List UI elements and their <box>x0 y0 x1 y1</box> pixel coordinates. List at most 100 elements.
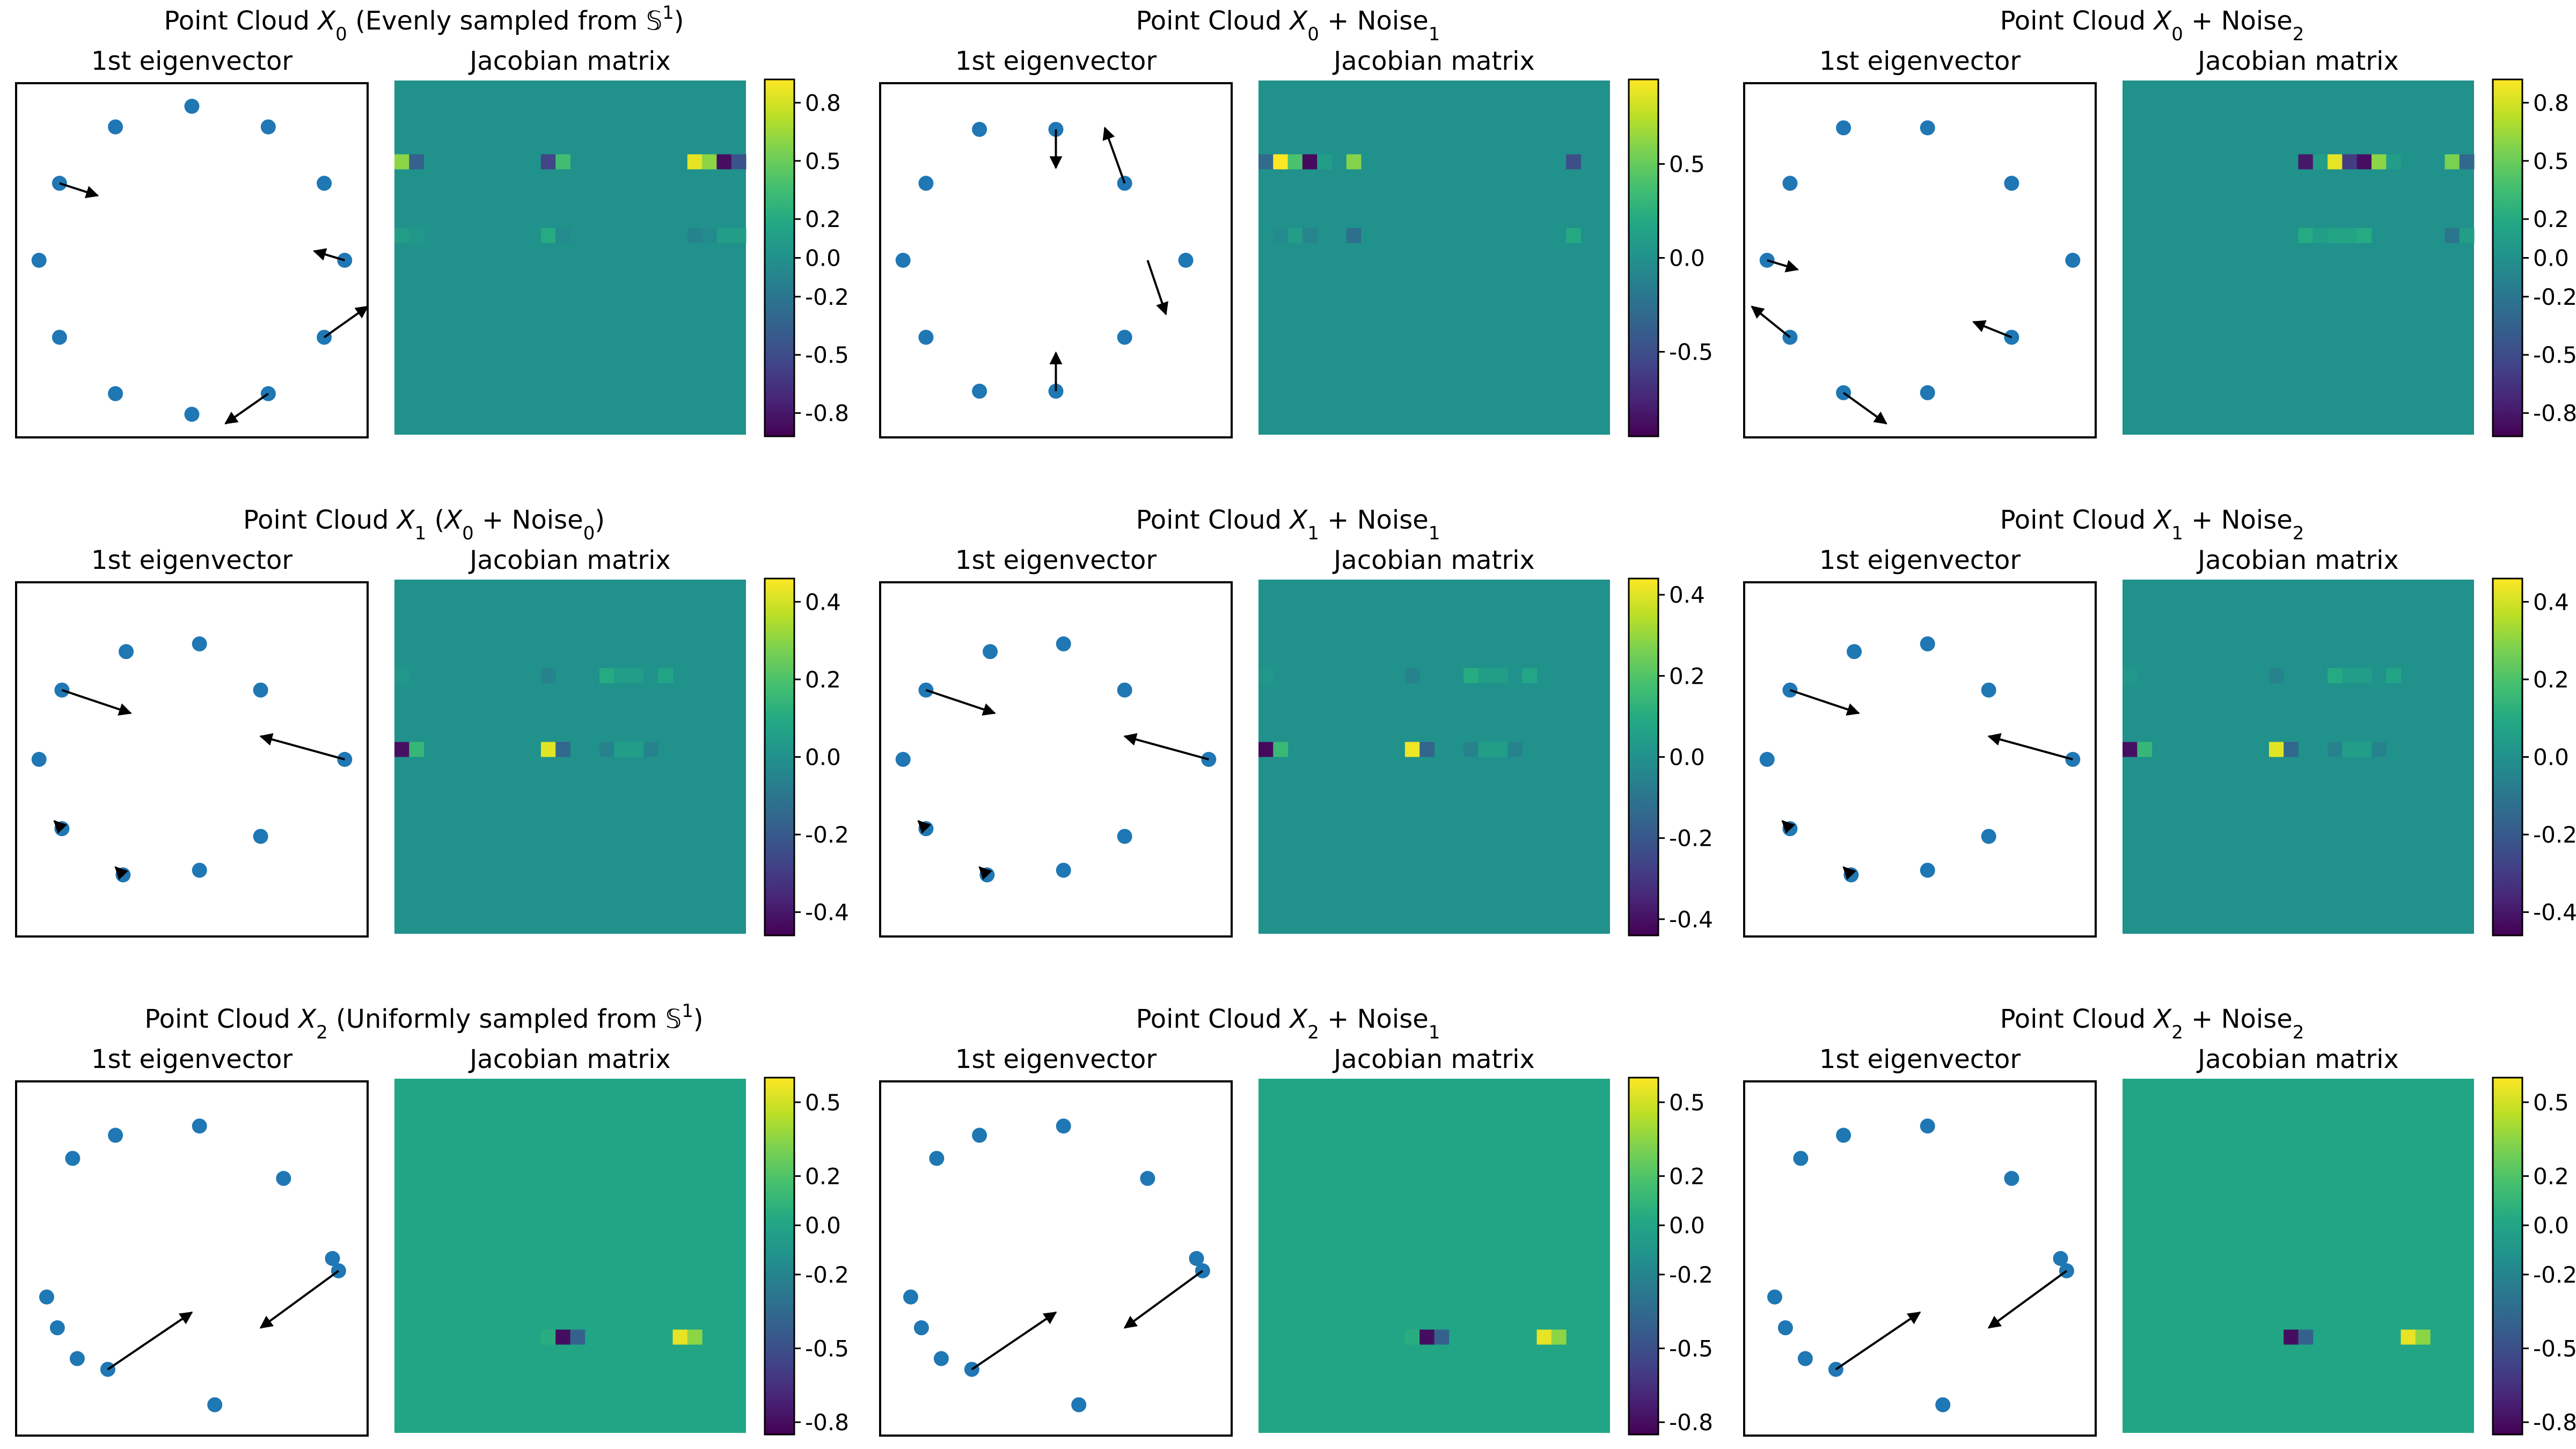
colorbar <box>2492 1077 2523 1436</box>
heatmap-cell <box>628 668 644 683</box>
heatmap-cell <box>2445 154 2460 170</box>
right-axis-title: Jacobian matrix <box>2196 545 2399 575</box>
title-variable: X <box>2152 505 2172 535</box>
heatmap-cell <box>1346 154 1362 170</box>
eigenvector-arrow <box>59 182 99 199</box>
colorbar-tick-label: 0.5 <box>1669 1089 1705 1116</box>
title-variable: X <box>2152 1004 2172 1034</box>
colorbar-tick-label: 0.5 <box>1669 151 1705 178</box>
scatter-point <box>1836 120 1851 136</box>
colorbar-tick-label: -0.2 <box>805 822 849 848</box>
heatmap-cell <box>394 742 409 757</box>
title-subscript: 1 <box>2171 523 2183 544</box>
panel-3: Point Cloud X1 (X0 + Noise0)1st eigenvec… <box>15 505 849 938</box>
title-subscript: 2 <box>2293 523 2304 544</box>
title-text: ) <box>693 1004 704 1034</box>
heatmap-cell <box>1536 1329 1552 1345</box>
title-text: ( <box>426 505 444 535</box>
heatmap-cell <box>2328 742 2343 757</box>
jacobian-heatmap <box>394 80 746 435</box>
scatter-point <box>2004 175 2019 191</box>
heatmap-cell <box>2328 154 2343 170</box>
eigenvector-arrow <box>917 820 931 834</box>
heatmap-cell <box>614 668 630 683</box>
scatter-point <box>913 1320 929 1336</box>
heatmap-cell <box>409 742 425 757</box>
colorbar-tick-label: -0.5 <box>1669 339 1713 365</box>
scatter-point <box>1847 644 1862 660</box>
title-variable: X <box>1288 505 1308 535</box>
eigenvector-arrow <box>1987 733 2073 760</box>
right-axis-title: Jacobian matrix <box>1332 46 1535 76</box>
colorbar-tick-label: 0.5 <box>2533 148 2569 174</box>
scatter-point <box>1071 1397 1087 1413</box>
scatter-point <box>108 1128 123 1143</box>
heatmap-cell <box>2312 228 2328 243</box>
colorbar-tick-label: 0.4 <box>2533 589 2569 615</box>
scatter-point <box>1056 636 1071 652</box>
colorbar <box>1628 78 1659 437</box>
heatmap-cell <box>731 228 747 243</box>
heatmap-cell <box>570 1329 586 1345</box>
colorbar-tick-label: -0.5 <box>805 1335 849 1362</box>
colorbar-tick-label: -0.2 <box>1669 1262 1713 1288</box>
heatmap-cell <box>716 228 732 243</box>
colorbar-tick-label: -0.8 <box>805 400 849 427</box>
scatter-point <box>31 752 47 767</box>
heatmap-cell <box>1551 1329 1567 1345</box>
eigenvector-arrow <box>1835 1311 1921 1371</box>
eigenvector-arrow <box>323 305 369 339</box>
heatmap-cell <box>1492 742 1508 757</box>
heatmap-cell <box>2284 1329 2299 1345</box>
heatmap-cell <box>2137 742 2153 757</box>
heatmap-cell <box>540 228 556 243</box>
left-axis-title: 1st eigenvector <box>955 46 1157 76</box>
colorbar-tick-label: -0.4 <box>2533 899 2576 926</box>
panel-title: Point Cloud X1 + Noise1 <box>1136 505 1440 544</box>
scatter-point <box>49 1320 65 1336</box>
scatter-point <box>1797 1351 1813 1366</box>
title-text: + Noise <box>2183 6 2293 36</box>
heatmap-cell <box>1404 668 1420 683</box>
heatmap-cell <box>540 1329 556 1345</box>
eigenvector-arrow <box>971 1311 1057 1371</box>
title-subscript: 0 <box>1307 24 1319 45</box>
scatter-point <box>253 829 268 844</box>
title-text: Point Cloud <box>2000 6 2154 36</box>
heatmap-cell <box>2123 742 2138 757</box>
heatmap-cell <box>555 742 570 757</box>
scatter-point <box>184 406 200 422</box>
left-axis-title: 1st eigenvector <box>1819 46 2021 76</box>
title-text: + Noise <box>1319 505 1429 535</box>
scatter-point <box>1793 1151 1809 1166</box>
scatter-point <box>1117 330 1132 345</box>
colorbar-tick-label: 0.0 <box>805 1212 841 1239</box>
title-subscript: 2 <box>2171 1022 2183 1043</box>
heatmap-cell <box>599 668 614 683</box>
heatmap-cell <box>540 742 556 757</box>
heatmap-cell <box>2357 742 2372 757</box>
eigenvector-arrow <box>53 820 67 834</box>
eigenvector-arrow <box>1102 126 1126 184</box>
scatter-point <box>1935 1397 1951 1413</box>
heatmap-cell <box>687 154 702 170</box>
heatmap-cell <box>1287 154 1303 170</box>
scatter-point <box>1920 1118 1935 1134</box>
panel-title: Point Cloud X2 + Noise2 <box>2000 1004 2304 1043</box>
scatter-point <box>1056 1118 1071 1134</box>
heatmap-cell <box>643 742 658 757</box>
colorbar-tick-label: -0.8 <box>1669 1409 1713 1436</box>
scatter-frame <box>1743 82 2097 438</box>
scatter-point <box>1920 636 1935 652</box>
title-subscript: 1 <box>1429 24 1440 45</box>
heatmap-cell <box>394 668 409 683</box>
scatter-point <box>918 175 934 191</box>
heatmap-cell <box>2328 228 2343 243</box>
heatmap-cell <box>2123 668 2138 683</box>
colorbar-tick-label: -0.4 <box>1669 906 1713 933</box>
left-axis-title: 1st eigenvector <box>955 1044 1157 1074</box>
scatter-point <box>1981 829 1996 844</box>
scatter-frame <box>15 1080 369 1437</box>
title-text: + Noise <box>1319 1004 1429 1034</box>
